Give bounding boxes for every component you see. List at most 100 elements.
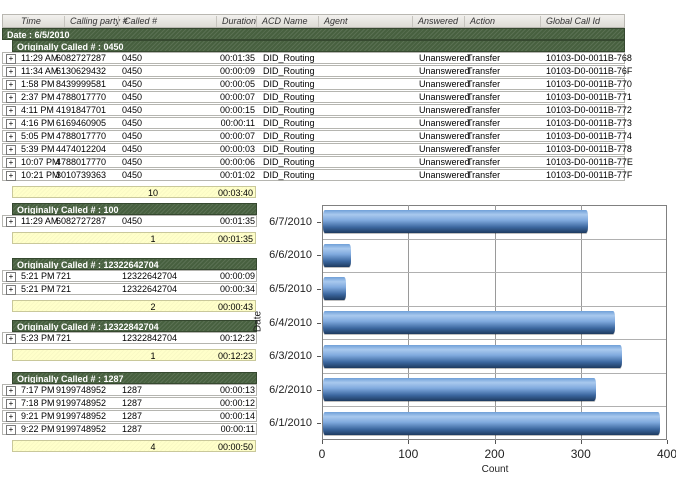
column-header-calling-party-: Calling party # <box>64 16 128 27</box>
cell-calling-party: 9199748952 <box>56 424 107 434</box>
table-row: +5:23 PM 721 12322842704 00:12:23 <box>2 332 257 344</box>
cell-answered: Unanswered <box>419 131 470 141</box>
expand-row-button[interactable]: + <box>6 54 16 64</box>
subtotal-count: 1 <box>150 351 156 361</box>
cell-action: Transfer <box>467 144 501 154</box>
expand-row-button[interactable]: + <box>6 386 16 396</box>
chart-y-tick-mark <box>317 423 321 425</box>
column-header-agent: Agent <box>318 16 412 27</box>
table-row: +10:07 PM 4788017770 0450 00:00:06 DID_Routi… <box>2 156 633 168</box>
cell-global-call-id: 10103-D0-0011B-76F <box>546 66 633 76</box>
subtotal-count: 1 <box>150 234 156 244</box>
cell-duration: 00:00:11 <box>220 118 255 128</box>
expand-row-button[interactable]: + <box>6 119 16 129</box>
subtotal-count: 2 <box>150 302 156 312</box>
chart-x-tick-label: 0 <box>318 447 326 461</box>
expand-row-button[interactable]: + <box>6 285 16 295</box>
cell-time: 9:21 PM <box>21 411 55 421</box>
subtotal-duration: 00:00:43 <box>217 302 253 312</box>
expand-row-button[interactable]: + <box>6 425 16 435</box>
cell-duration: 00:00:07 <box>219 92 255 102</box>
expand-row-button[interactable]: + <box>6 158 16 168</box>
group-band: Originally Called # : 12322842704 <box>12 320 257 332</box>
cell-calling-party: 3010739363 <box>56 170 107 180</box>
expand-row-button[interactable]: + <box>6 132 16 142</box>
cell-duration: 00:00:13 <box>219 385 255 395</box>
cell-calling-party: 4788017770 <box>56 131 107 141</box>
group-band: Originally Called # : 0450 <box>12 40 625 52</box>
chart-y-tick-label: 6/4/2010 <box>269 316 312 329</box>
cell-called: 0450 <box>122 53 143 63</box>
cell-acd-name: DID_Routing <box>263 79 315 89</box>
chart-bar <box>323 411 661 435</box>
chart-bar <box>323 210 588 234</box>
cell-duration: 00:00:09 <box>219 271 255 281</box>
cell-duration: 00:01:35 <box>219 216 255 226</box>
cell-duration: 00:00:11 <box>220 424 255 434</box>
cell-time: 10:07 PM <box>21 157 60 167</box>
expand-row-button[interactable]: + <box>6 145 16 155</box>
expand-row-button[interactable]: + <box>6 106 16 116</box>
cell-answered: Unanswered <box>419 144 470 154</box>
cell-called: 1287 <box>122 398 143 408</box>
chart-x-tick-label: 200 <box>484 447 505 461</box>
expand-row-button[interactable]: + <box>6 272 16 282</box>
expand-row-button[interactable]: + <box>6 93 16 103</box>
cell-action: Transfer <box>467 157 501 167</box>
cell-time: 10:21 PM <box>21 170 60 180</box>
cell-answered: Unanswered <box>419 157 470 167</box>
expand-row-button[interactable]: + <box>6 80 16 90</box>
chart-bar <box>323 243 351 267</box>
cell-calling-party: 6082727287 <box>56 216 107 226</box>
cell-called: 12322842704 <box>122 333 178 343</box>
chart-horizontal-gridline <box>323 238 666 240</box>
cell-calling-party: 4191847701 <box>56 105 107 115</box>
cell-duration: 00:01:02 <box>219 170 255 180</box>
chart-y-tick-label: 6/7/2010 <box>269 215 312 228</box>
column-header-time: Time <box>21 16 41 26</box>
table-row: +4:11 PM 4191847701 0450 00:00:15 DID_Routin… <box>2 104 632 116</box>
expand-row-button[interactable]: + <box>6 67 16 77</box>
column-header-action: Action <box>464 16 540 27</box>
cell-called: 1287 <box>122 411 143 421</box>
cell-acd-name: DID_Routing <box>263 118 315 128</box>
date-group-band: Date : 6/5/2010 <box>2 28 625 40</box>
cell-called: 0450 <box>122 216 143 226</box>
cell-calling-party: 9199748952 <box>56 398 107 408</box>
subtotal-duration: 00:00:50 <box>217 442 253 452</box>
column-header-global-call-id: Global Call Id <box>540 16 625 27</box>
cell-acd-name: DID_Routing <box>263 53 315 63</box>
chart-y-tick-label: 6/1/2010 <box>269 417 312 430</box>
cell-time: 11:29 AM <box>21 53 59 63</box>
table-row: +11:29 AM 6082727287 0450 00:01:35 DID_Routi… <box>2 52 632 64</box>
chart-y-tick-mark <box>317 255 321 257</box>
expand-row-button[interactable]: + <box>6 217 16 227</box>
table-header-row: Time Calling party # Called # Duration ACD N… <box>2 14 625 28</box>
cell-called: 12322642704 <box>122 284 178 294</box>
group-subtotal-row: 10 00:03:40 <box>12 186 256 198</box>
cell-answered: Unanswered <box>419 53 470 63</box>
cell-action: Transfer <box>467 131 501 141</box>
table-row: +11:29 AM 6082727287 0450 00:01:35 <box>2 215 257 227</box>
cell-action: Transfer <box>467 53 501 63</box>
chart-y-tick-mark <box>317 288 321 290</box>
cell-duration: 00:00:14 <box>219 411 255 421</box>
expand-row-button[interactable]: + <box>6 412 16 422</box>
cell-called: 0450 <box>122 105 143 115</box>
table-row: +7:18 PM 9199748952 1287 00:00:12 <box>2 397 257 409</box>
expand-row-button[interactable]: + <box>6 171 16 181</box>
chart-x-tick-mark <box>667 440 668 444</box>
expand-row-button[interactable]: + <box>6 399 16 409</box>
cell-called: 0450 <box>122 170 143 180</box>
cell-global-call-id: 10103-D0-0011B-773 <box>546 118 632 128</box>
table-row: +4:16 PM 6169460905 0450 00:00:11 DID_Routin… <box>2 117 632 129</box>
cell-called: 0450 <box>122 92 143 102</box>
subtotal-duration: 00:12:23 <box>217 351 253 361</box>
cell-time: 5:21 PM <box>21 284 55 294</box>
chart-bar <box>323 277 347 301</box>
cell-acd-name: DID_Routing <box>263 157 315 167</box>
expand-row-button[interactable]: + <box>6 334 16 344</box>
cell-calling-party: 8439999581 <box>56 79 107 89</box>
group-subtotal-row: 1 00:01:35 <box>12 232 256 244</box>
cell-answered: Unanswered <box>419 92 470 102</box>
